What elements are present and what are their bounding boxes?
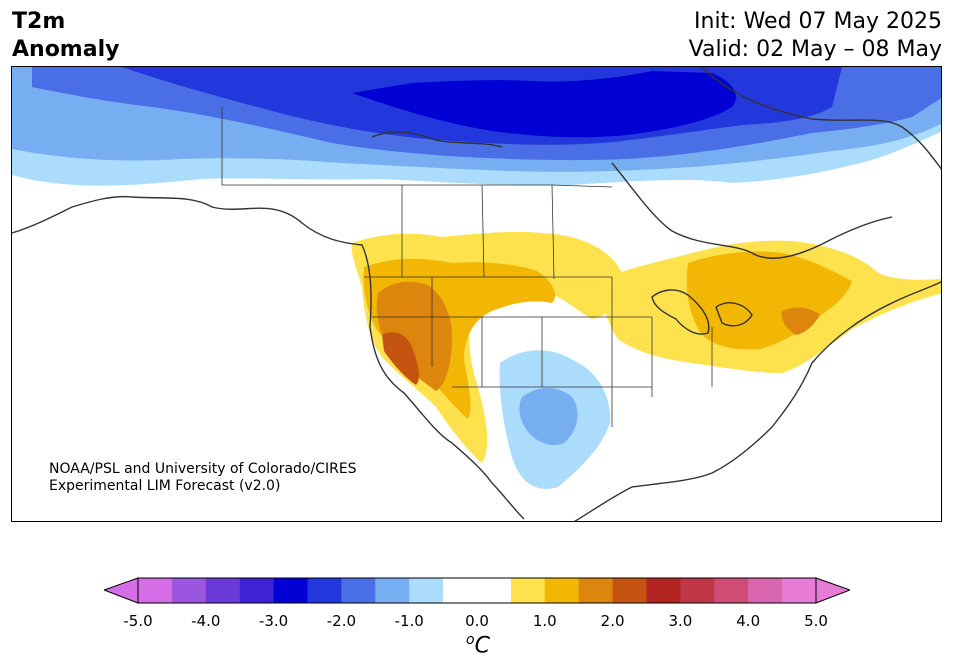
title-line-1: T2m [12,9,66,34]
colorbar-tick-label: -4.0 [191,612,221,630]
colorbar-outline [137,577,817,604]
colorbar-cell [646,578,681,603]
colorbar-cell [138,578,173,603]
colorbar-cell [443,578,478,603]
colorbar-cell [748,578,783,603]
colorbar-cells [138,578,817,603]
warm-west-orange [376,281,452,391]
colorbar-unit: oC [466,632,490,658]
colorbar-cell [307,578,342,603]
colorbar-cell [510,578,546,603]
colorbar-tick-label: 1.0 [532,612,557,630]
colorbar-tick-label: 0.0 [465,612,489,630]
credit-text: NOAA/PSL and University of Colorado/CIRE… [49,461,357,495]
colorbar-tick-label: 2.0 [600,612,625,630]
colorbar-cell [409,578,444,603]
coastlines [12,67,941,521]
colorbar-cell [273,578,308,603]
colorbar-under-arrow [104,577,139,604]
colorbar-cell [578,578,614,603]
unit-degree: o [466,632,475,648]
valid-range: Valid: 02 May – 08 May [688,37,942,62]
colorbar-tick-label: 5.0 [804,612,828,630]
colorbar-tick-label: 4.0 [736,612,761,630]
colorbar-cell [477,578,512,603]
colorbar-tick-label: -1.0 [394,612,424,630]
title-line-2: Anomaly [12,37,120,62]
warm-west-rust [382,332,419,385]
colorbar-cell [375,578,410,603]
map-title: T2m Anomaly [12,8,119,64]
credit-line-2: Experimental LIM Forecast (v2.0) [49,478,281,494]
unit-letter: C [474,633,490,659]
colorbar-cell [171,578,207,603]
colorbar-tick-labels: -5.0 -4.0 -3.0 -2.0 -1.0 0.0 1.0 2.0 3.0 4.0 5.0 [0,612,954,632]
forecast-dates: Init: Wed 07 May 2025 Valid: 02 May – 08… [689,8,942,64]
map-canvas [12,67,941,521]
colorbar-over-arrow [815,577,850,604]
colorbar-tick-label: -3.0 [258,612,289,630]
colorbar-cell [782,578,817,603]
colorbar-cell [341,578,376,603]
colorbar-cell [205,578,241,603]
warm-east-orange [781,307,820,335]
colorbar-cell [714,578,749,603]
anomaly-map [11,66,942,522]
colorbar-tick-label: -5.0 [123,612,153,630]
colorbar-cell [612,578,647,603]
political-borders [221,107,713,427]
colorbar-tick-label: -2.0 [326,612,357,630]
cold-region-5 [352,71,736,138]
credit-line-1: NOAA/PSL and University of Colorado/CIRE… [49,461,357,477]
colorbar-cell [680,578,715,603]
colorbar-cell [239,578,275,603]
colorbar-tick-label: 3.0 [668,612,693,630]
init-date: Init: Wed 07 May 2025 [694,9,942,34]
colorbar-cell [544,578,580,603]
cold-plains-mid [519,388,578,446]
colorbar [104,577,850,604]
